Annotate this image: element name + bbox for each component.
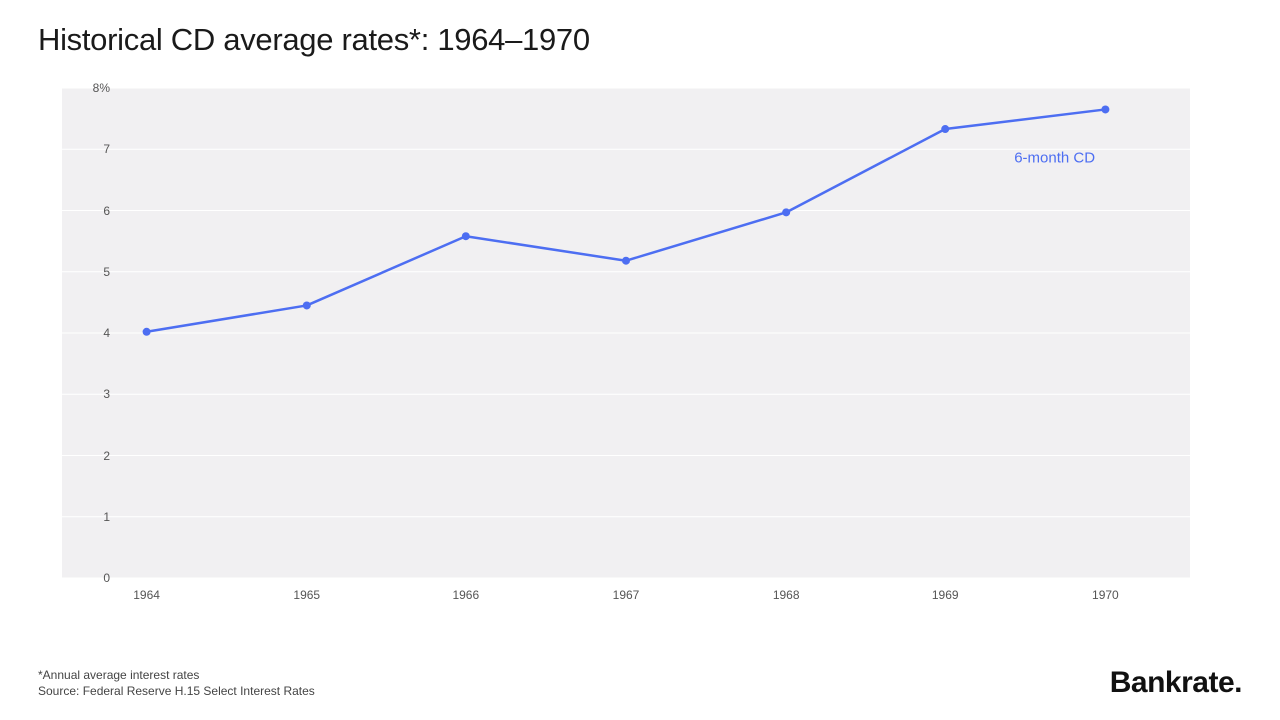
y-axis-label: 0 [70,571,110,585]
x-axis-label: 1965 [293,588,320,602]
y-axis-label: 4 [70,326,110,340]
chart-area: 012345678% 1964196519661967196819691970 … [62,88,1242,578]
x-axis-label: 1967 [613,588,640,602]
series-label: 6-month CD [1014,150,1095,167]
x-axis-label: 1966 [452,588,479,602]
x-axis-label: 1970 [1092,588,1119,602]
y-axis-label: 1 [70,510,110,524]
y-axis-label: 7 [70,142,110,156]
y-axis-label: 3 [70,387,110,401]
y-axis-label: 5 [70,265,110,279]
x-axis-label: 1968 [773,588,800,602]
chart-container: Historical CD average rates*: 1964–1970 … [0,0,1280,720]
y-axis-label: 2 [70,449,110,463]
x-axis-label: 1964 [133,588,160,602]
footnote-definition: *Annual average interest rates [38,668,199,682]
x-axis-label: 1969 [932,588,959,602]
footnote-source: Source: Federal Reserve H.15 Select Inte… [38,684,315,698]
y-axis-label: 6 [70,204,110,218]
y-axis-label: 8% [70,81,110,95]
brand-logo: Bankrate. [1110,666,1242,700]
chart-title: Historical CD average rates*: 1964–1970 [38,22,1242,58]
